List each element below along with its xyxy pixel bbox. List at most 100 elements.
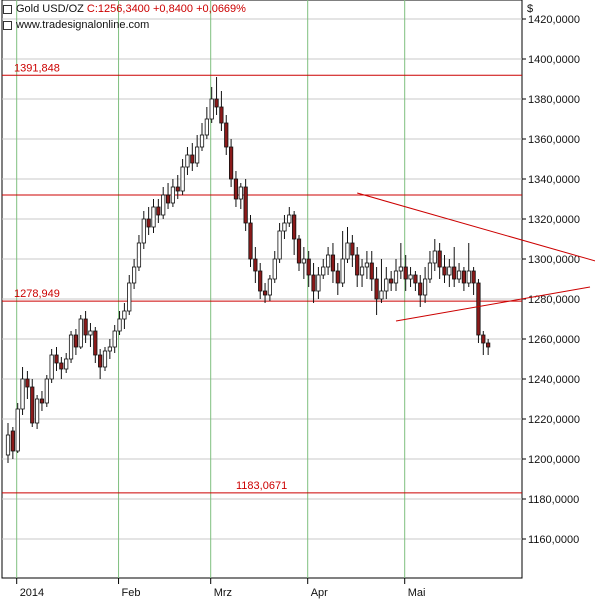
candle-body: [10, 430, 15, 452]
candle: [20, 367, 25, 415]
candle: [413, 271, 418, 291]
candle: [165, 183, 171, 209]
candle-body: [117, 318, 122, 332]
y-tick-label: 1260,0000: [528, 334, 580, 346]
candle: [15, 403, 20, 453]
candle: [68, 331, 74, 363]
candle: [185, 147, 190, 175]
y-tick-label: 1420,0000: [528, 14, 580, 26]
candle-body: [476, 282, 481, 336]
candle: [44, 375, 49, 407]
candle-body: [486, 342, 491, 348]
candle: [384, 267, 389, 299]
candle: [146, 207, 151, 235]
candle: [262, 283, 268, 303]
y-tick-label: 1320,0000: [528, 214, 580, 226]
candle-body: [325, 254, 331, 268]
candle-body: [68, 334, 74, 360]
candle-body: [151, 206, 156, 228]
candle-body: [418, 282, 423, 296]
candle: [321, 259, 326, 279]
triangle-line: [395, 286, 591, 322]
candle: [481, 331, 486, 355]
candle-body: [102, 350, 108, 368]
candle: [466, 243, 471, 287]
candle: [161, 187, 166, 219]
candle-body: [73, 334, 78, 348]
candle-body: [253, 258, 258, 272]
candle-body: [199, 134, 205, 148]
source-url: www.tradesignalonline.com: [16, 19, 150, 31]
candle-body: [267, 278, 273, 296]
candle: [418, 275, 423, 307]
candle: [30, 379, 35, 427]
candle-body: [131, 266, 137, 284]
candle-body: [384, 278, 389, 292]
candle-body: [204, 118, 209, 136]
candle-body: [243, 186, 248, 224]
candle-body: [20, 378, 25, 410]
candle: [452, 247, 457, 287]
candle: [10, 427, 15, 459]
candle-body: [316, 274, 321, 292]
candle-body: [146, 218, 151, 228]
candle: [228, 139, 234, 187]
candle-body: [345, 242, 350, 260]
candle: [83, 311, 88, 343]
candle: [359, 259, 365, 287]
candle: [335, 263, 340, 295]
candle: [59, 357, 64, 379]
candle-body: [311, 274, 316, 292]
candle: [442, 255, 447, 283]
candle-body: [141, 218, 146, 244]
candle-body: [224, 122, 229, 148]
candle-body: [335, 270, 340, 284]
candle-body: [287, 214, 292, 224]
candle-body: [93, 330, 98, 356]
candle-body: [54, 354, 59, 364]
candle: [98, 349, 103, 379]
candle: [471, 267, 476, 295]
candle-body: [306, 258, 311, 276]
candle-body: [122, 310, 127, 320]
candle: [403, 255, 408, 291]
instrument-name: Gold USD/OZ: [16, 3, 84, 15]
x-tick-label: Feb: [122, 587, 141, 599]
x-tick-label: Mrz: [214, 587, 232, 599]
candle: [54, 347, 59, 371]
candle-body: [78, 318, 83, 348]
candle-body: [359, 266, 365, 276]
candle: [427, 251, 433, 283]
candle-body: [195, 146, 200, 164]
y-tick-label: 1180,0000: [528, 494, 579, 506]
candle: [141, 211, 146, 249]
candle: [49, 349, 54, 383]
candle: [447, 259, 452, 287]
candle-body: [422, 278, 428, 296]
x-tick-label: Mai: [408, 587, 426, 599]
candle: [267, 275, 273, 301]
candle: [253, 247, 258, 283]
candle-body: [413, 274, 418, 284]
candle-body: [364, 262, 370, 268]
candle-body: [471, 270, 476, 284]
source-box-icon: [3, 20, 12, 30]
candle: [5, 423, 11, 463]
candle: [39, 391, 45, 411]
candle-body: [25, 378, 30, 388]
candle: [316, 267, 321, 299]
triangle-line: [357, 192, 595, 262]
candle: [156, 199, 161, 223]
level-label: 1183,0671: [236, 480, 287, 492]
candle: [486, 339, 491, 355]
candle-body: [427, 262, 433, 280]
candle-body: [437, 250, 442, 268]
y-tick-label: 1300,0000: [528, 254, 580, 266]
candle-body: [228, 146, 234, 180]
legend-box-icon: [3, 4, 12, 14]
candle: [393, 259, 399, 291]
candle-body: [258, 270, 263, 292]
y-tick-label: 1380,0000: [528, 94, 580, 106]
candle-body: [301, 258, 306, 264]
